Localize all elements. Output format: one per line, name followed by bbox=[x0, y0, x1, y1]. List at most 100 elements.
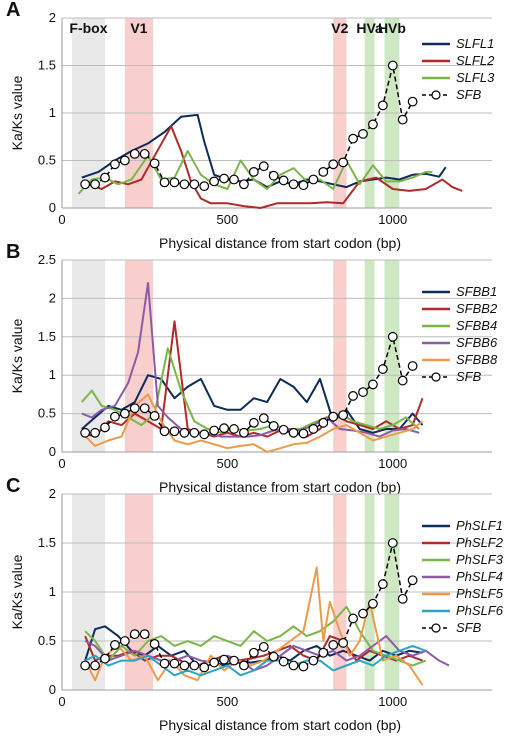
data-point bbox=[338, 157, 349, 168]
region-label: HVa bbox=[356, 20, 383, 36]
data-point bbox=[397, 593, 408, 604]
series-line-sfbb2 bbox=[81, 320, 424, 438]
series-line-phslf1 bbox=[84, 625, 423, 667]
data-point bbox=[387, 331, 398, 342]
legend: SFBB1 SFBB2 SFBB4 SFBB6 SFBB8 SFB bbox=[422, 284, 498, 384]
data-point bbox=[318, 647, 329, 658]
data-point bbox=[119, 408, 130, 419]
data-point bbox=[149, 411, 160, 421]
data-point bbox=[219, 654, 229, 665]
series-line-phslf3 bbox=[84, 605, 427, 667]
data-point bbox=[308, 655, 319, 666]
panel-c: 0 0.5 1 1.5 2 0 500 1000 Physical distance from … bbox=[6, 475, 504, 733]
series-line-sfb bbox=[85, 542, 414, 669]
data-point bbox=[248, 166, 259, 177]
x-tick-label: 500 bbox=[217, 212, 239, 227]
panel-letter: C bbox=[6, 475, 20, 497]
data-point bbox=[239, 427, 249, 438]
x-tick-label: 0 bbox=[58, 456, 65, 471]
region-band bbox=[364, 260, 375, 452]
data-point bbox=[368, 379, 378, 390]
y-tick-label: 0 bbox=[49, 200, 56, 215]
legend-marker bbox=[431, 623, 441, 633]
x-tick-label: 0 bbox=[58, 212, 65, 227]
data-point bbox=[308, 424, 319, 434]
data-point bbox=[308, 174, 319, 185]
data-point bbox=[377, 579, 388, 590]
data-point bbox=[139, 629, 150, 640]
data-point bbox=[80, 660, 91, 671]
data-point bbox=[149, 639, 160, 649]
data-point bbox=[278, 175, 289, 186]
data-point bbox=[298, 428, 309, 439]
data-point bbox=[129, 629, 140, 640]
region-label: V2 bbox=[331, 20, 348, 36]
y-tick-label: 1.5 bbox=[38, 58, 56, 73]
data-point bbox=[199, 662, 210, 673]
data-point bbox=[248, 417, 259, 428]
data-point bbox=[159, 426, 170, 437]
y-tick-label: 1.5 bbox=[38, 535, 56, 550]
data-point bbox=[179, 179, 190, 190]
data-point bbox=[368, 598, 378, 609]
data-point bbox=[189, 427, 200, 438]
series-line-slfl1 bbox=[81, 113, 447, 189]
data-point bbox=[407, 96, 418, 107]
region-label: HVb bbox=[378, 20, 406, 36]
data-point bbox=[149, 158, 160, 169]
legend-label: SLFL3 bbox=[456, 70, 495, 85]
data-point bbox=[189, 179, 200, 190]
x-axis-title: Physical distance from start codon (bp) bbox=[159, 479, 401, 495]
x-tick-label: 0 bbox=[58, 694, 65, 709]
data-point bbox=[179, 427, 190, 438]
data-point bbox=[110, 640, 120, 650]
y-tick-label: 2 bbox=[49, 10, 56, 25]
data-point bbox=[159, 658, 170, 669]
data-point bbox=[268, 651, 279, 662]
data-point bbox=[268, 420, 279, 431]
data-point bbox=[288, 179, 299, 190]
data-point bbox=[288, 660, 299, 671]
data-point bbox=[169, 426, 180, 437]
data-point bbox=[100, 422, 110, 433]
data-point bbox=[278, 424, 289, 435]
data-point bbox=[209, 176, 220, 187]
x-tick-label: 500 bbox=[217, 456, 239, 471]
data-point bbox=[80, 179, 91, 190]
legend-label: PhSLF1 bbox=[456, 518, 503, 533]
data-point bbox=[199, 429, 210, 440]
data-point bbox=[90, 660, 100, 671]
legend-label: SFB bbox=[456, 620, 482, 635]
panel-b: 0 0.5 1 1.5 2 2.5 0 500 1000 Physical distance fr… bbox=[6, 241, 498, 495]
y-axis-title: Ka/Ks value bbox=[9, 554, 25, 629]
y-tick-label: 1 bbox=[49, 105, 56, 120]
data-point bbox=[407, 361, 418, 371]
series-line-sfb bbox=[85, 64, 414, 187]
legend: SLFL1 SLFL2 SLFL3 SFB bbox=[422, 36, 495, 102]
data-point bbox=[110, 411, 120, 422]
data-point bbox=[348, 133, 358, 144]
legend-label: PhSLF4 bbox=[456, 569, 503, 584]
data-point bbox=[298, 180, 309, 191]
data-point bbox=[189, 660, 200, 671]
data-point bbox=[358, 387, 368, 397]
data-point bbox=[229, 424, 239, 434]
series-line-phslf5 bbox=[84, 566, 424, 686]
region-band bbox=[333, 260, 347, 452]
legend-label: PhSLF3 bbox=[456, 552, 504, 567]
data-point bbox=[159, 177, 170, 188]
region-label: V1 bbox=[130, 20, 147, 36]
data-point bbox=[328, 411, 339, 422]
legend-label: SFB bbox=[456, 87, 482, 102]
series-line-slfl2 bbox=[88, 125, 463, 209]
data-point bbox=[377, 100, 388, 111]
data-point bbox=[169, 177, 180, 188]
data-point bbox=[338, 638, 349, 648]
legend-label: SLFL2 bbox=[456, 53, 495, 68]
data-point bbox=[358, 608, 368, 619]
data-point bbox=[119, 155, 130, 166]
data-point bbox=[387, 538, 398, 548]
series-line-sfbb8 bbox=[81, 393, 424, 453]
legend-label: SFBB6 bbox=[456, 335, 498, 350]
data-point bbox=[239, 179, 249, 190]
